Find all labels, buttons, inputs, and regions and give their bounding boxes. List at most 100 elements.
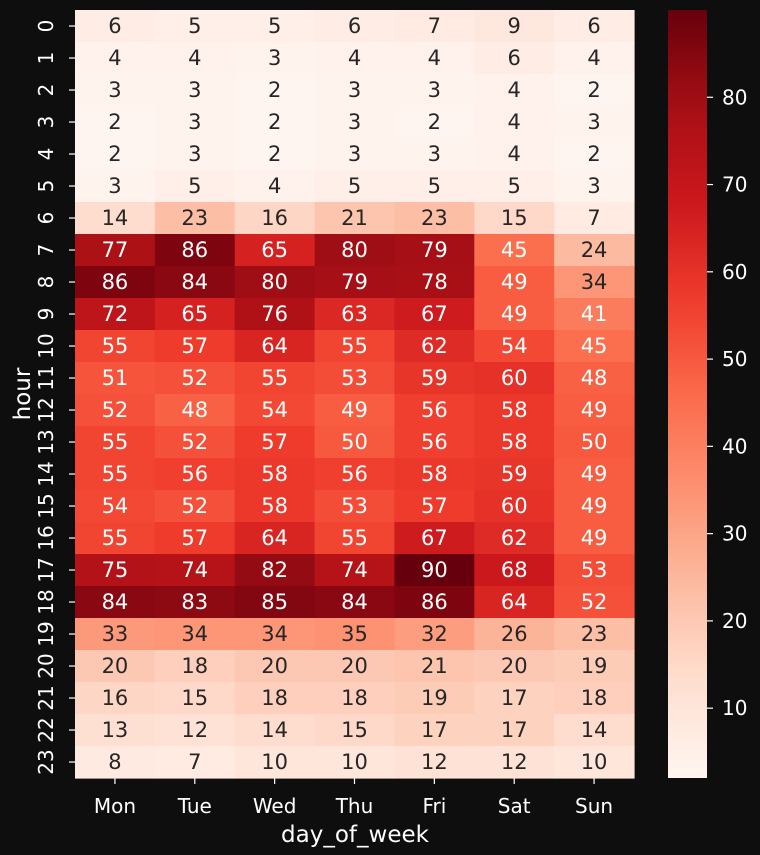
heatmap-cell	[314, 170, 396, 203]
y-tick-label: 19	[34, 621, 58, 646]
heatmap-cell	[154, 746, 236, 779]
cell-value-label: 58	[261, 494, 288, 518]
y-tick-label: 13	[34, 429, 58, 454]
cell-value-label: 14	[261, 718, 288, 742]
cell-value-label: 2	[428, 110, 441, 134]
y-tick-label: 5	[34, 180, 58, 193]
y-tick-label: 1	[34, 52, 58, 65]
cell-value-label: 6	[508, 46, 521, 70]
cell-value-label: 52	[102, 398, 129, 422]
cell-value-label: 3	[108, 78, 121, 102]
heatmap-cell	[554, 490, 635, 523]
heatmap-cell	[474, 106, 555, 139]
cell-value-label: 65	[181, 302, 208, 326]
heatmap-cell	[554, 714, 635, 747]
cell-value-label: 64	[261, 526, 288, 550]
heatmap-cell	[474, 682, 555, 715]
heatmap-cell	[234, 490, 316, 523]
heatmap-cell	[554, 618, 635, 651]
colorbar-tick-label: 20	[722, 609, 747, 633]
heatmap-cell	[474, 362, 555, 395]
cell-value-label: 14	[102, 206, 129, 230]
cell-value-label: 3	[428, 142, 441, 166]
heatmap-cell	[474, 586, 555, 619]
heatmap-cell	[474, 746, 555, 779]
cell-value-label: 53	[581, 558, 608, 582]
heatmap-cell	[554, 234, 635, 267]
heatmap-cell	[314, 298, 396, 331]
cell-value-label: 20	[261, 654, 288, 678]
cell-value-label: 64	[261, 334, 288, 358]
y-tick-label: 0	[34, 20, 58, 33]
cell-value-label: 4	[108, 46, 121, 70]
heatmap-cell	[234, 298, 316, 331]
cell-value-label: 18	[581, 686, 608, 710]
cell-value-label: 12	[421, 750, 448, 774]
heatmap-cell	[154, 106, 236, 139]
y-tick-label: 7	[34, 244, 58, 257]
y-axis-label: hour	[10, 367, 36, 420]
cell-value-label: 59	[501, 462, 528, 486]
heatmap-cell	[154, 522, 236, 555]
heatmap-cell	[474, 266, 555, 299]
heatmap-cell	[154, 586, 236, 619]
cell-value-label: 34	[261, 622, 288, 646]
cell-value-label: 65	[261, 238, 288, 262]
heatmap-cell	[314, 714, 396, 747]
heatmap-cell	[474, 298, 555, 331]
cell-value-label: 5	[188, 174, 201, 198]
heatmap-cell	[75, 202, 156, 235]
colorbar-ticks: 10 20 30 40 50 60 70 80	[707, 85, 747, 720]
heatmap-cell	[394, 650, 475, 683]
heatmap-cell	[554, 330, 635, 363]
x-tick-label: Thu	[335, 794, 374, 818]
heatmap-cell	[474, 74, 555, 107]
cell-value-label: 45	[581, 334, 608, 358]
cell-value-label: 24	[581, 238, 608, 262]
heatmap-cell	[474, 10, 555, 43]
heatmap-cell	[234, 682, 316, 715]
heatmap-cell	[75, 746, 156, 779]
cell-value-label: 16	[261, 206, 288, 230]
cell-value-label: 48	[181, 398, 208, 422]
heatmap-cell	[554, 362, 635, 395]
heatmap-cell	[75, 234, 156, 267]
cell-value-label: 19	[581, 654, 608, 678]
heatmap-cell	[154, 714, 236, 747]
cell-value-label: 5	[508, 174, 521, 198]
cell-value-label: 3	[587, 110, 600, 134]
cell-value-label: 21	[341, 206, 368, 230]
cell-value-label: 53	[341, 366, 368, 390]
heatmap-cell	[554, 74, 635, 107]
heatmap-cell	[554, 650, 635, 683]
cell-value-label: 83	[181, 590, 208, 614]
heatmap-cell	[234, 426, 316, 459]
heatmap-cell	[75, 426, 156, 459]
cell-value-label: 49	[501, 270, 528, 294]
cell-value-label: 32	[421, 622, 448, 646]
heatmap-cell	[474, 554, 555, 587]
cell-value-label: 7	[428, 14, 441, 38]
cell-value-label: 6	[108, 14, 121, 38]
cell-value-label: 2	[587, 142, 600, 166]
heatmap-cell	[234, 202, 316, 235]
heatmap-cell	[394, 394, 475, 427]
heatmap-cell	[75, 714, 156, 747]
heatmap-cell	[154, 266, 236, 299]
cell-value-label: 58	[261, 462, 288, 486]
cell-value-label: 21	[421, 654, 448, 678]
cell-value-label: 34	[581, 270, 608, 294]
colorbar-tick-label: 70	[722, 173, 747, 197]
cell-value-label: 34	[181, 622, 208, 646]
heatmap-cell	[554, 458, 635, 491]
heatmap-cell	[394, 74, 475, 107]
heatmap-cell	[474, 330, 555, 363]
heatmap-cell	[234, 746, 316, 779]
heatmap-cell	[554, 106, 635, 139]
heatmap-cell	[154, 10, 236, 43]
heatmap-cell	[154, 74, 236, 107]
heatmap-cell	[75, 522, 156, 555]
cell-value-label: 55	[261, 366, 288, 390]
heatmap-cell	[154, 394, 236, 427]
